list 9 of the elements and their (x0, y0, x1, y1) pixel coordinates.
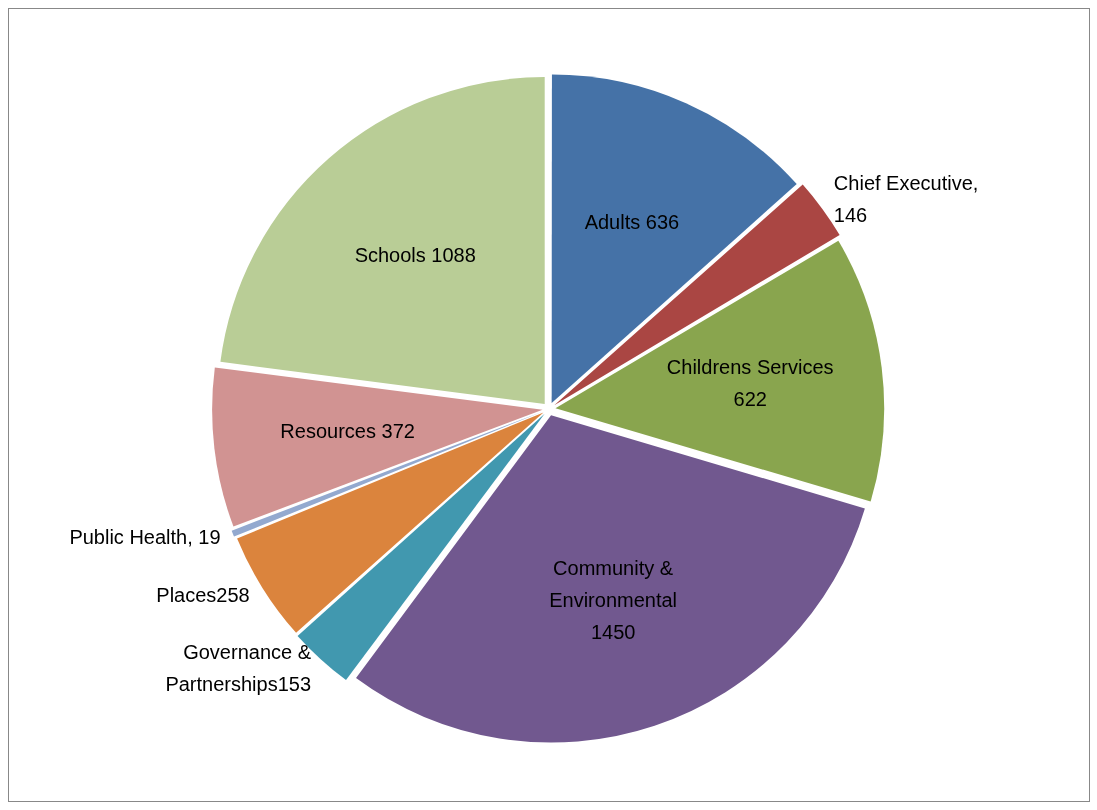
slice-label: Adults 636 (584, 211, 680, 234)
slice-label: Chief Executive, 146 (833, 172, 979, 227)
slice-label: Resources 372 (280, 420, 415, 443)
slice-label: Places258 (156, 583, 250, 606)
slice-label: Community & Environmental 1450 (549, 556, 678, 643)
slice-label: Schools 1088 (354, 244, 476, 267)
slice-label: Childrens Services 622 (666, 355, 834, 410)
slice-label: Public Health, 19 (69, 525, 221, 548)
slice-label: Governance & Partnerships153 (165, 641, 312, 696)
